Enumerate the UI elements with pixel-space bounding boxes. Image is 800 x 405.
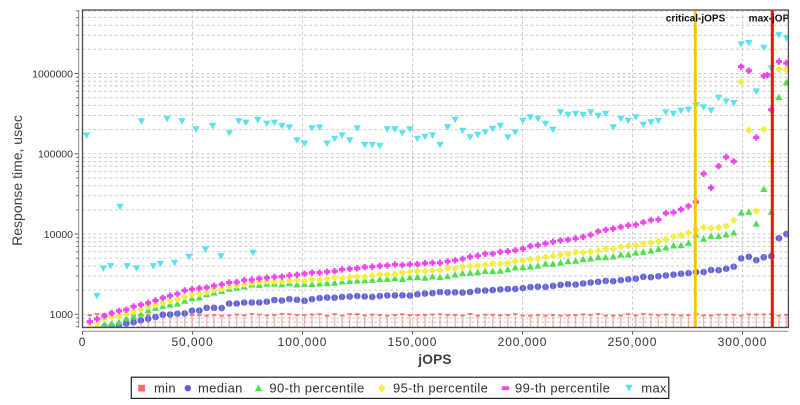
svg-text:50,000: 50,000 bbox=[171, 335, 213, 349]
svg-text:Response time, usec: Response time, usec bbox=[9, 115, 25, 246]
svg-text:10000: 10000 bbox=[44, 229, 73, 241]
svg-text:1000000: 1000000 bbox=[32, 68, 73, 80]
svg-text:1000: 1000 bbox=[50, 309, 74, 321]
svg-text:median: median bbox=[198, 381, 243, 396]
svg-text:250,000: 250,000 bbox=[608, 335, 658, 349]
svg-text:90-th percentile: 90-th percentile bbox=[269, 381, 364, 396]
svg-text:jOPS: jOPS bbox=[417, 352, 452, 367]
svg-text:100000: 100000 bbox=[38, 149, 73, 161]
svg-text:99-th percentile: 99-th percentile bbox=[515, 381, 610, 396]
svg-text:100,000: 100,000 bbox=[278, 335, 328, 349]
svg-text:0: 0 bbox=[79, 335, 87, 349]
svg-text:200,000: 200,000 bbox=[498, 335, 548, 349]
svg-text:95-th percentile: 95-th percentile bbox=[393, 381, 488, 396]
svg-text:150,000: 150,000 bbox=[388, 335, 438, 349]
svg-text:min: min bbox=[154, 381, 176, 396]
svg-text:max: max bbox=[641, 381, 667, 396]
svg-text:critical-jOPS: critical-jOPS bbox=[666, 14, 726, 25]
svg-text:max-jOPS: max-jOPS bbox=[749, 14, 797, 25]
svg-text:300,000: 300,000 bbox=[718, 335, 768, 349]
